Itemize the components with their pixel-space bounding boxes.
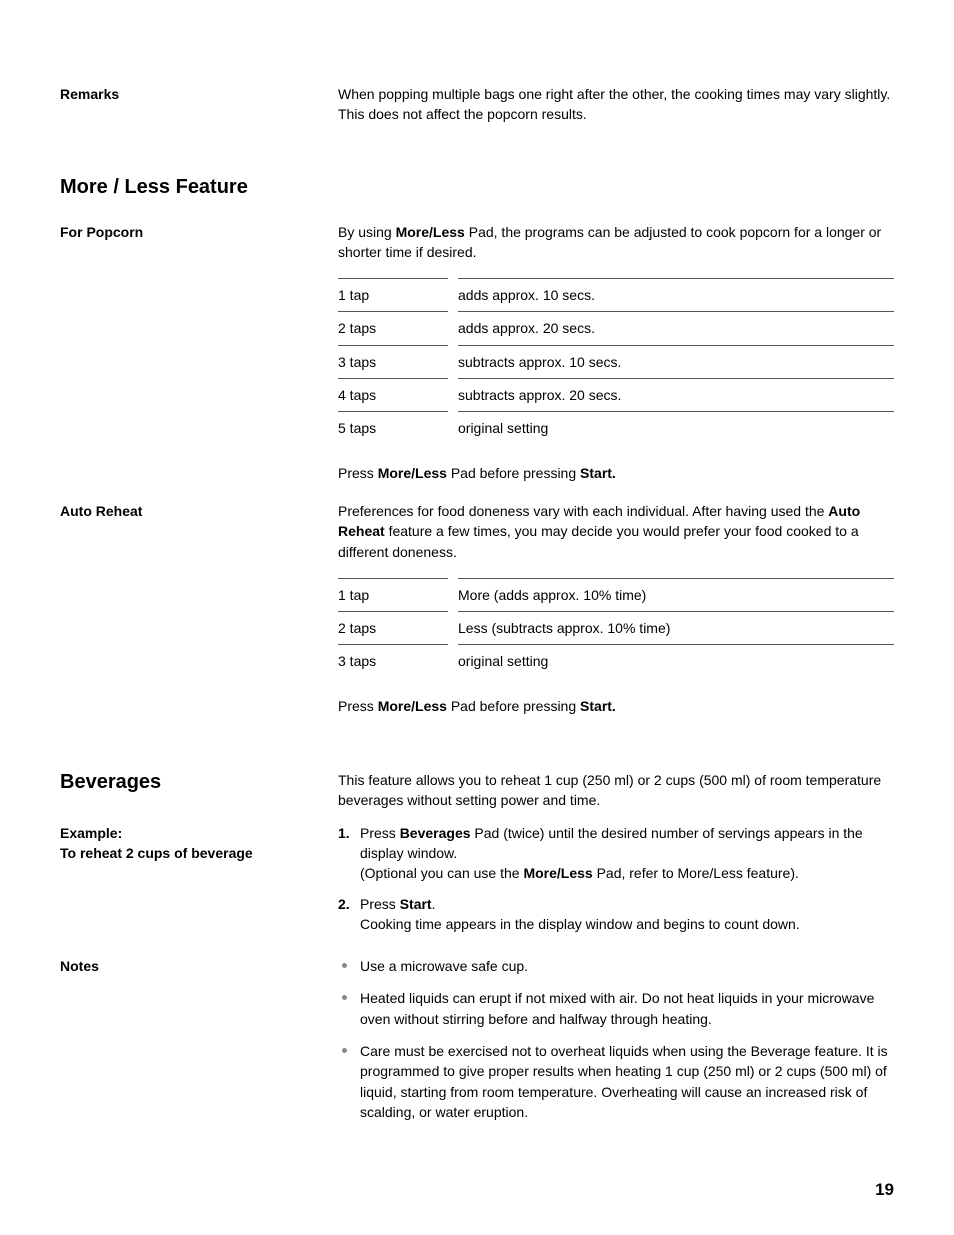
table-row: 3 tapsoriginal setting [338,645,894,678]
more-less-heading: More / Less Feature [60,173,894,202]
notes-list: Use a microwave safe cup. Heated liquids… [338,956,894,1134]
step-1: Press Beverages Pad (twice) until the de… [338,823,894,884]
reheat-row: Auto Reheat Preferences for food donenes… [60,501,894,716]
popcorn-row: For Popcorn By using More/Less Pad, the … [60,222,894,483]
note-item: Use a microwave safe cup. [338,956,894,976]
beverages-example-row: Example: To reheat 2 cups of beverage Pr… [60,823,894,944]
reheat-intro: Preferences for food doneness vary with … [338,501,894,562]
remarks-row: Remarks When popping multiple bags one r… [60,84,894,125]
beverages-heading: Beverages [60,768,318,797]
table-row: 2 tapsLess (subtracts approx. 10% time) [338,612,894,645]
table-row: 3 tapssubtracts approx. 10 secs. [338,345,894,378]
example-steps: Press Beverages Pad (twice) until the de… [338,823,894,944]
table-row: 1 tapMore (adds approx. 10% time) [338,578,894,611]
reheat-footer: Press More/Less Pad before pressing Star… [338,696,894,716]
table-row: 1 tapadds approx. 10 secs. [338,279,894,312]
remarks-text: When popping multiple bags one right aft… [338,84,894,125]
page-number: 19 [875,1178,894,1203]
popcorn-label: For Popcorn [60,222,338,483]
popcorn-footer: Press More/Less Pad before pressing Star… [338,463,894,483]
reheat-tap-table: 1 tapMore (adds approx. 10% time) 2 taps… [338,578,894,678]
table-row: 4 tapssubtracts approx. 20 secs. [338,379,894,412]
example-label: Example: To reheat 2 cups of beverage [60,823,338,944]
table-row: 2 tapsadds approx. 20 secs. [338,312,894,345]
step-2: Press Start. Cooking time appears in the… [338,894,894,935]
note-item: Care must be exercised not to overheat l… [338,1041,894,1122]
notes-label: Notes [60,956,338,1134]
beverages-notes-row: Notes Use a microwave safe cup. Heated l… [60,956,894,1134]
popcorn-tap-table: 1 tapadds approx. 10 secs. 2 tapsadds ap… [338,278,894,444]
remarks-label: Remarks [60,84,338,125]
popcorn-content: By using More/Less Pad, the programs can… [338,222,894,483]
popcorn-intro: By using More/Less Pad, the programs can… [338,222,894,263]
beverages-intro: This feature allows you to reheat 1 cup … [338,768,894,811]
table-row: 5 tapsoriginal setting [338,412,894,445]
beverages-heading-row: Beverages This feature allows you to reh… [60,768,894,811]
reheat-label: Auto Reheat [60,501,338,716]
note-item: Heated liquids can erupt if not mixed wi… [338,988,894,1029]
reheat-content: Preferences for food doneness vary with … [338,501,894,716]
